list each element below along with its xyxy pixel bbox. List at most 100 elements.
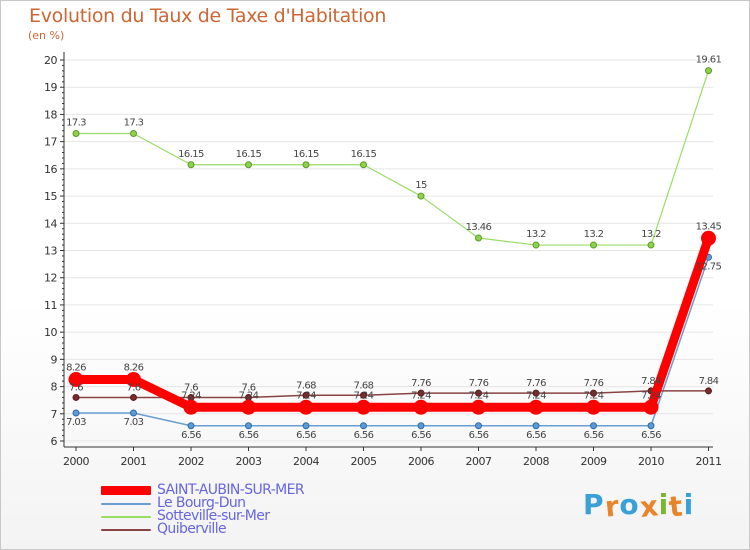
y-tick-label: 10	[44, 326, 57, 339]
data-point	[187, 422, 195, 430]
x-tick-label: 2008	[523, 455, 549, 468]
x-tick-label: 2007	[466, 455, 492, 468]
legend-label: Le Bourg-Dun	[157, 495, 246, 511]
x-tick-label: 2006	[408, 455, 434, 468]
data-point	[590, 241, 597, 249]
data-point	[68, 371, 84, 387]
y-tick-label: 8	[51, 381, 58, 394]
data-label: 17.3	[124, 117, 144, 128]
x-tick-label: 2005	[351, 455, 377, 468]
x-tick-label: 2001	[121, 455, 147, 468]
data-point	[130, 409, 137, 417]
data-label: 13.46	[466, 222, 492, 233]
data-point	[475, 389, 482, 397]
data-label: 7.24	[239, 390, 259, 401]
data-point	[417, 422, 425, 430]
y-tick-label: 15	[44, 190, 57, 203]
data-point	[302, 391, 310, 399]
legend-label: SAINT-AUBIN-SUR-MER	[157, 482, 305, 498]
y-tick-label: 19	[44, 81, 57, 94]
data-point	[187, 161, 195, 169]
data-label: 8.26	[124, 362, 144, 373]
data-label: 6.56	[469, 430, 489, 441]
legend-label: Sotteville-sur-Mer	[157, 508, 270, 524]
y-tick-label: 13	[44, 245, 57, 258]
data-label: 7.24	[411, 390, 431, 401]
data-point	[126, 371, 141, 387]
data-point	[72, 393, 80, 401]
data-point	[183, 399, 199, 415]
data-point	[241, 399, 256, 415]
data-label: 6.56	[641, 430, 661, 441]
legend-item: Le Bourg-Dun	[101, 495, 304, 511]
data-point	[245, 422, 252, 430]
data-point	[475, 234, 482, 242]
y-tick-label: 6	[51, 435, 58, 448]
y-tick-label: 14	[44, 217, 57, 230]
data-label: 16.15	[236, 149, 262, 160]
y-tick-label: 12	[44, 272, 57, 285]
x-tick-label: 2002	[178, 455, 204, 468]
data-point	[245, 161, 252, 169]
data-label: 6.56	[181, 430, 201, 441]
series-line	[76, 70, 710, 246]
data-point	[298, 399, 314, 415]
data-point	[532, 389, 540, 397]
series-line	[76, 390, 709, 399]
data-label: 6.56	[239, 430, 259, 441]
data-point	[360, 391, 367, 399]
data-point	[360, 161, 367, 169]
x-tick-label: 2000	[63, 455, 89, 468]
data-point	[302, 161, 310, 169]
data-point	[647, 241, 655, 249]
chart-legend: SAINT-AUBIN-SUR-MER Le Bourg-Dun Sottevill…	[101, 482, 305, 537]
data-label: 13.2	[526, 229, 546, 240]
data-label: 7.24	[296, 390, 316, 401]
data-label: 7.24	[641, 390, 661, 401]
data-point	[302, 422, 310, 430]
data-point	[360, 422, 367, 430]
data-label: 7.84	[641, 376, 661, 387]
data-label: 7.76	[469, 378, 489, 389]
data-label: 7.03	[66, 417, 86, 428]
data-point	[528, 399, 544, 415]
data-label: 7.76	[411, 378, 431, 389]
data-label: 7.24	[181, 390, 201, 401]
y-tick-label: 18	[44, 108, 57, 121]
data-point	[647, 422, 655, 430]
data-point	[130, 129, 137, 137]
data-label: 7.68	[296, 380, 316, 391]
series-line	[76, 236, 713, 412]
data-label: 7.24	[526, 390, 546, 401]
y-tick-label: 17	[44, 136, 57, 149]
data-label: 7.76	[584, 378, 604, 389]
data-label: 13.2	[641, 229, 661, 240]
data-point	[643, 399, 659, 415]
data-label: 6.56	[526, 430, 546, 441]
data-label: 7.6	[126, 382, 140, 393]
x-tick-label: 2009	[581, 455, 607, 468]
data-point	[532, 422, 540, 430]
legend-item: SAINT-AUBIN-SUR-MER	[101, 482, 305, 498]
x-tick-label: 2003	[236, 455, 262, 468]
data-point	[532, 241, 540, 249]
data-point	[590, 389, 597, 397]
y-tick-label: 11	[44, 299, 57, 312]
data-label: 6.56	[296, 430, 316, 441]
data-label: 7.6	[69, 382, 83, 393]
x-tick-label: 2004	[293, 455, 319, 468]
data-point	[471, 399, 486, 415]
data-label: 6.56	[354, 430, 374, 441]
data-label: 13.2	[584, 229, 604, 240]
data-label: 16.15	[293, 149, 319, 160]
legend-label: Quiberville	[157, 521, 227, 537]
legend-item: Sotteville-sur-Mer	[101, 508, 304, 524]
x-tick-label: 2011	[696, 455, 722, 468]
data-point	[475, 422, 482, 430]
legend-swatch	[101, 486, 151, 495]
data-label: 6.56	[411, 430, 431, 441]
data-point	[413, 399, 429, 415]
x-tick-label: 2010	[638, 455, 664, 468]
